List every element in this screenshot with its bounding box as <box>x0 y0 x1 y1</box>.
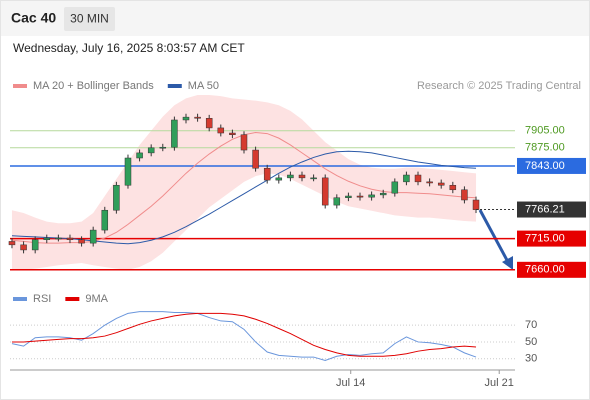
timeframe-button[interactable] <box>64 7 115 31</box>
candle-body <box>113 184 120 211</box>
candle-body <box>124 157 132 186</box>
y-tick-label: 50 <box>525 336 537 348</box>
x-tick-label: Jul 21 <box>485 377 514 389</box>
candle-body <box>414 174 422 183</box>
candle-body <box>426 181 433 184</box>
level-box <box>517 230 586 247</box>
candle-body <box>229 132 236 135</box>
candle-body <box>449 184 457 191</box>
source: Research © 2025 Trading Central <box>417 80 581 92</box>
candle-body <box>8 241 16 246</box>
candle-body <box>20 244 27 251</box>
candle-body <box>31 239 39 251</box>
candle-body <box>472 199 480 210</box>
level-box <box>517 157 586 174</box>
legend-label: MA 50 <box>188 80 219 92</box>
level-label: 7843.00 <box>525 160 565 172</box>
candle-body <box>298 174 306 179</box>
timestamp: Wednesday, July 16, 2025 8:03:57 AM CET <box>13 41 245 55</box>
candle-body <box>66 237 74 240</box>
y-tick-label: 30 <box>525 353 537 365</box>
candle-body <box>321 177 329 206</box>
title: Cac 40 <box>11 10 56 26</box>
bollinger-band <box>11 95 477 270</box>
candle-body <box>171 119 178 148</box>
legend-label: MA 20 + Bollinger Bands <box>33 80 154 92</box>
level-box <box>517 261 586 278</box>
level-label: 7905.00 <box>525 125 565 137</box>
candle-body <box>263 167 271 181</box>
candle-body <box>333 197 341 206</box>
indicator-line <box>11 311 477 361</box>
candle-body <box>78 239 85 244</box>
legend-label: 9MA <box>85 293 108 305</box>
candle-body <box>101 209 109 231</box>
candle-body <box>89 229 97 244</box>
candle-body <box>55 237 62 240</box>
candle-body <box>43 237 51 240</box>
level-label: 7875.00 <box>525 142 565 154</box>
level-label: 7715.00 <box>525 233 565 245</box>
candle-body <box>287 174 294 179</box>
candle-body <box>182 116 190 121</box>
legend-label: RSI <box>33 293 51 305</box>
legend-swatch <box>167 84 182 88</box>
candle-body <box>391 181 399 194</box>
ma-line <box>11 150 477 245</box>
candle-body <box>217 127 225 134</box>
candle-body <box>205 118 213 129</box>
indicator-line <box>11 312 477 357</box>
candle-body <box>147 147 155 154</box>
candle-body <box>136 152 143 159</box>
candle-body <box>240 134 248 151</box>
legend-swatch <box>13 84 27 88</box>
x-tick-label: Jul 14 <box>336 377 365 389</box>
candle-body <box>368 194 375 198</box>
legend-swatch <box>65 297 80 301</box>
candle-body <box>345 195 352 198</box>
y-tick-label: 70 <box>525 319 537 331</box>
candle-body <box>194 116 201 119</box>
candle-body <box>275 177 283 181</box>
candle-body <box>252 149 259 169</box>
last-price-label: 7766.21 <box>525 203 565 215</box>
candle-body <box>461 189 468 201</box>
candle-body <box>310 177 317 180</box>
timeframe[interactable]: 30 MIN <box>70 12 109 26</box>
candle-body <box>356 195 364 198</box>
forecast-arrow <box>478 209 510 263</box>
forecast-arrow-head <box>502 256 513 270</box>
candle-body <box>437 182 445 186</box>
candle-body <box>159 146 167 149</box>
candle-body <box>403 174 410 183</box>
last-price-box <box>517 201 586 218</box>
level-label: 7660.00 <box>525 264 565 276</box>
candle-body <box>379 192 387 196</box>
legend-swatch <box>13 297 27 301</box>
